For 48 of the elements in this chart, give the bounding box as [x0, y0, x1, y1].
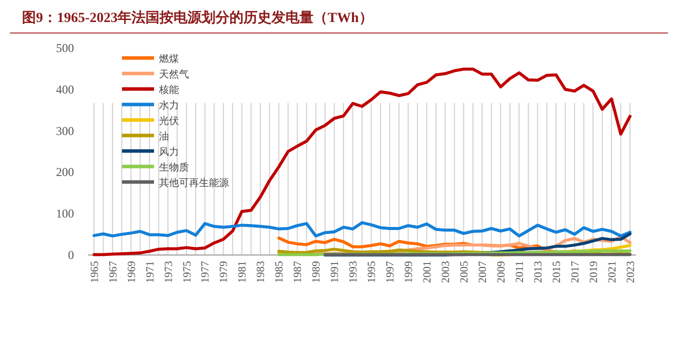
x-tick-label: 2023	[624, 260, 637, 283]
x-tick-label: 1983	[255, 260, 268, 283]
x-tick-label: 1969	[126, 260, 138, 283]
legend-label: 油	[159, 130, 169, 142]
x-tick-label: 1977	[200, 260, 212, 283]
x-tick-label: 1997	[384, 260, 397, 283]
x-tick-label: 1965	[88, 260, 101, 283]
chart-title: 图9：1965-2023年法国按电源划分的历史发电量（TWh）	[22, 10, 373, 26]
x-tick-label: 2009	[495, 260, 508, 283]
x-tick-label: 1993	[348, 260, 360, 283]
y-tick-label: 100	[56, 206, 74, 221]
x-tick-label: 2005	[458, 260, 471, 283]
legend-label: 光伏	[159, 115, 179, 127]
x-tick-label: 2001	[422, 261, 434, 283]
x-tick-label: 1989	[310, 260, 323, 283]
x-tick-label: 1981	[236, 261, 249, 283]
y-tick-label: 300	[56, 124, 74, 138]
x-tick-label: 1991	[329, 261, 342, 283]
legend-label: 生物质	[159, 162, 189, 174]
legend-label: 风力	[159, 146, 179, 158]
x-tick-label: 2021	[606, 261, 618, 283]
y-tick-label: 500	[56, 41, 74, 55]
x-tick-label: 2013	[532, 260, 544, 283]
x-tick-label: 1975	[181, 260, 194, 283]
y-tick-label: 200	[56, 165, 74, 180]
legend-label: 天然气	[159, 68, 189, 80]
x-tick-label: 1973	[162, 260, 175, 283]
x-tick-label: 2017	[569, 260, 582, 283]
x-tick-label: 2019	[588, 260, 600, 283]
x-tick-label: 1985	[274, 260, 286, 283]
x-tick-label: 1971	[144, 261, 156, 283]
legend-label: 核能	[158, 84, 179, 96]
x-tick-label: 1979	[218, 260, 230, 283]
x-tick-label: 1967	[107, 260, 120, 283]
x-tick-label: 2011	[514, 261, 526, 283]
x-tick-label: 1995	[366, 260, 378, 283]
legend-label: 燃煤	[159, 53, 179, 65]
legend-label: 其他可再生能源	[159, 177, 229, 189]
line-series	[92, 221, 632, 238]
x-tick-label: 2015	[550, 260, 563, 283]
line-series	[92, 68, 632, 256]
x-tick-label: 1999	[403, 260, 416, 283]
legend-label: 水力	[159, 100, 179, 112]
x-tick-label: 2007	[476, 260, 489, 283]
x-tick-label: 1987	[292, 260, 304, 283]
y-tick-label: 400	[56, 82, 74, 96]
y-tick-label: 0	[68, 248, 74, 262]
x-tick-label: 2003	[440, 260, 452, 283]
